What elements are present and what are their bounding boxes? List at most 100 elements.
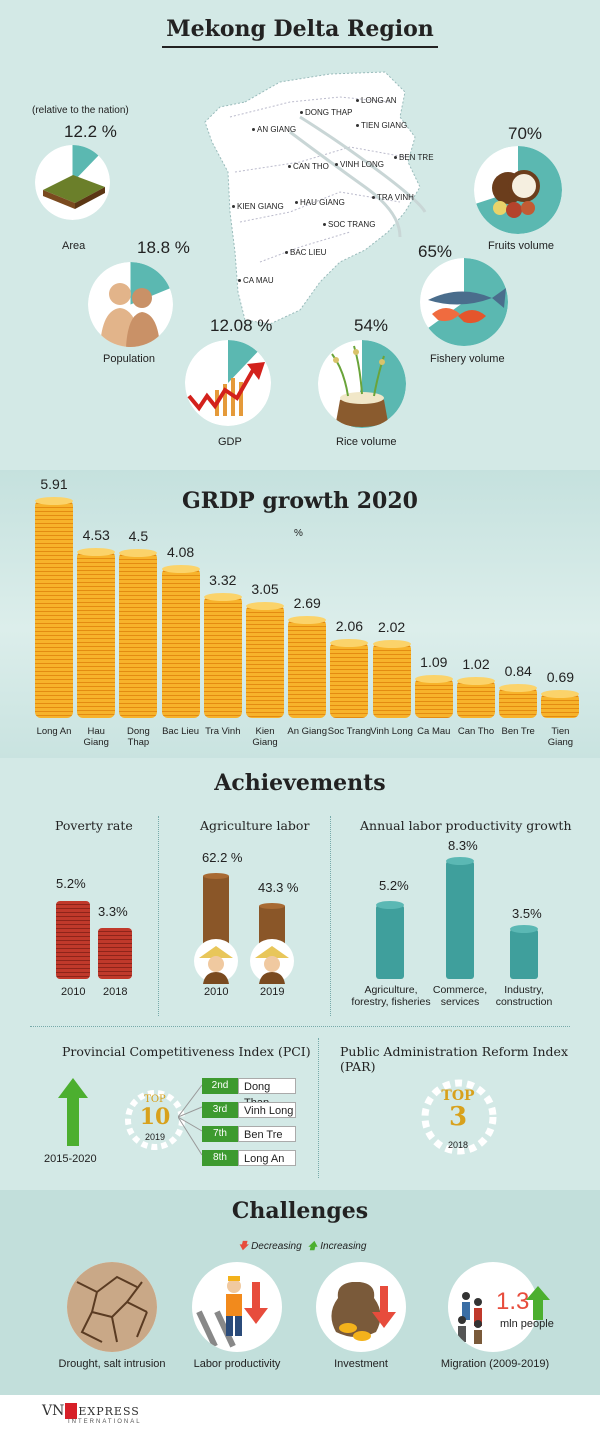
- grdp-bar-value: 2.69: [293, 594, 321, 611]
- grdp-bar-category: Tra Vinh: [205, 726, 241, 737]
- fishery-value: 65%: [418, 242, 453, 261]
- fruits-value: 70%: [508, 124, 543, 143]
- agri-2010-value: 62.2 %: [202, 850, 243, 865]
- par-badge-top: TOP: [441, 1088, 475, 1104]
- pci-province: Vinh Long: [238, 1102, 296, 1118]
- grdp-unit: %: [294, 528, 303, 539]
- grdp-section: GRDP growth 2020 % 5.91 Long An 4.53 Hau Gi…: [0, 470, 600, 758]
- challenge-label: Investment: [334, 1358, 388, 1370]
- rice-label: Rice volume: [336, 436, 397, 448]
- grdp-bar-category: Long An: [36, 726, 72, 737]
- poverty-2010-year: 2010: [61, 986, 86, 998]
- pci-province: Dong Thap: [238, 1078, 296, 1109]
- grdp-bar: [161, 564, 200, 718]
- productivity-commerce-value: 8.3%: [448, 838, 478, 853]
- rice-value: 54%: [354, 316, 389, 335]
- grdp-bar-value: 3.32: [209, 571, 237, 588]
- grdp-bar-category: Kien Giang: [252, 726, 278, 748]
- grdp-title: GRDP growth 2020: [182, 488, 418, 514]
- grdp-bar-category: Hau Giang: [83, 726, 109, 748]
- agri-labor-heading: Agriculture labor: [200, 818, 310, 833]
- poverty-2010-bar: [56, 901, 90, 979]
- grdp-bar-category: Tien Giang: [547, 726, 574, 748]
- grdp-bar-chart: 5.91 Long An 4.53 Hau Giang 4.5 Dong Thap 4.08…: [0, 470, 600, 758]
- up-arrow-icon: [58, 1078, 88, 1146]
- pci-badge-top: TOP: [144, 1094, 166, 1105]
- agri-2019-year: 2019: [260, 986, 285, 998]
- grdp-bar-category: Can Tho: [457, 726, 495, 737]
- poverty-2018-year: 2018: [103, 986, 128, 998]
- productivity-heading: Annual labor productivity growth: [360, 818, 572, 833]
- challenge-label: Labor productivity: [193, 1358, 281, 1370]
- productivity-industry-bar: [510, 925, 538, 979]
- area-value: 12.2 %: [64, 122, 117, 141]
- productivity-commerce-bar: [446, 857, 474, 979]
- map-label: TIEN GIANG: [356, 121, 407, 130]
- map-label: KIEN GIANG: [232, 202, 284, 211]
- growth-arrow-icon: [187, 362, 265, 416]
- grdp-bar: [77, 547, 116, 718]
- pci-rank: 7th: [202, 1126, 238, 1142]
- poverty-2018-value: 3.3%: [98, 904, 128, 919]
- grdp-bar-category: Ca Mau: [417, 726, 451, 737]
- par-heading: Public Administration Reform Index (PAR): [340, 1044, 568, 1074]
- gdp-value: 12.08 %: [210, 316, 273, 335]
- grdp-bar: [288, 615, 327, 718]
- population-label: Population: [103, 353, 155, 365]
- migration-unit: mln people: [500, 1318, 554, 1330]
- agri-2019-value: 43.3 %: [258, 880, 299, 895]
- challenge-label: Drought, salt intrusion: [58, 1358, 166, 1370]
- grdp-bar-category: Vinh Long: [370, 726, 413, 737]
- divider: [158, 816, 159, 1016]
- par-badge-year: 2018: [447, 1140, 469, 1150]
- population-value: 18.8 %: [137, 238, 190, 257]
- laurel-badge-icon: [421, 1079, 497, 1155]
- fishery-pie: [420, 258, 508, 346]
- increase-arrow-icon: 🡅: [307, 1241, 318, 1252]
- investment-circle: [316, 1262, 406, 1352]
- worker-ladder-icon: [196, 1276, 268, 1348]
- area-label: Area: [62, 240, 86, 252]
- productivity-industry-value: 3.5%: [512, 906, 542, 921]
- migration-value: 1.3: [496, 1288, 530, 1315]
- page-title: Mekong Delta Region: [0, 16, 600, 48]
- grdp-bar-value: 2.06: [335, 618, 364, 634]
- challenge-label: Migration (2009-2019): [440, 1358, 550, 1370]
- footer: VN EXPRESS INTERNATIONAL: [0, 1395, 600, 1430]
- grdp-bar: [246, 602, 284, 718]
- grdp-bar-value: 4.5: [128, 528, 149, 544]
- grdp-bar-value: 5.91: [40, 476, 68, 492]
- fish-shrimp-icon: [428, 288, 506, 324]
- fruits-label: Fruits volume: [488, 240, 555, 252]
- par-badge-number: 3: [448, 1102, 468, 1132]
- cracked-earth-icon: [67, 1262, 157, 1352]
- map-label: AN GIANG: [252, 125, 296, 134]
- grdp-bar: [203, 592, 242, 718]
- grdp-bar: [372, 640, 411, 718]
- relative-note: (relative to the nation): [32, 105, 129, 116]
- agri-2019-bar: [259, 903, 285, 946]
- rank-connector: [178, 1084, 203, 1156]
- grdp-bar-category: Dong Thap: [127, 726, 150, 748]
- grdp-bar-value: 1.02: [462, 656, 490, 673]
- grdp-bar: [499, 684, 538, 718]
- grdp-bar: [457, 677, 495, 718]
- drought-circle: [67, 1262, 157, 1352]
- migration-circle: [448, 1262, 538, 1352]
- map-label: VINH LONG: [335, 160, 384, 169]
- pci-badge-number: 10: [139, 1104, 171, 1130]
- brand-logo: VN EXPRESS: [42, 1403, 140, 1419]
- achievements-title: Achievements: [214, 770, 386, 796]
- legend-decreasing: Decreasing: [251, 1241, 302, 1252]
- gdp-label: GDP: [218, 436, 242, 448]
- farmer-icon: [250, 939, 294, 984]
- population-pie: [88, 262, 173, 347]
- pci-rank: 8th: [202, 1150, 238, 1166]
- grdp-bar-value: 1.09: [420, 653, 448, 670]
- farmer-icon: [194, 939, 238, 984]
- rice-sack-icon: [331, 345, 388, 427]
- productivity-agri-bar: [376, 901, 404, 979]
- productivity-agri-label: Agriculture, forestry, fisheries: [351, 984, 431, 1008]
- rice-pie: [318, 340, 406, 428]
- laurel-badge-icon: [125, 1090, 185, 1150]
